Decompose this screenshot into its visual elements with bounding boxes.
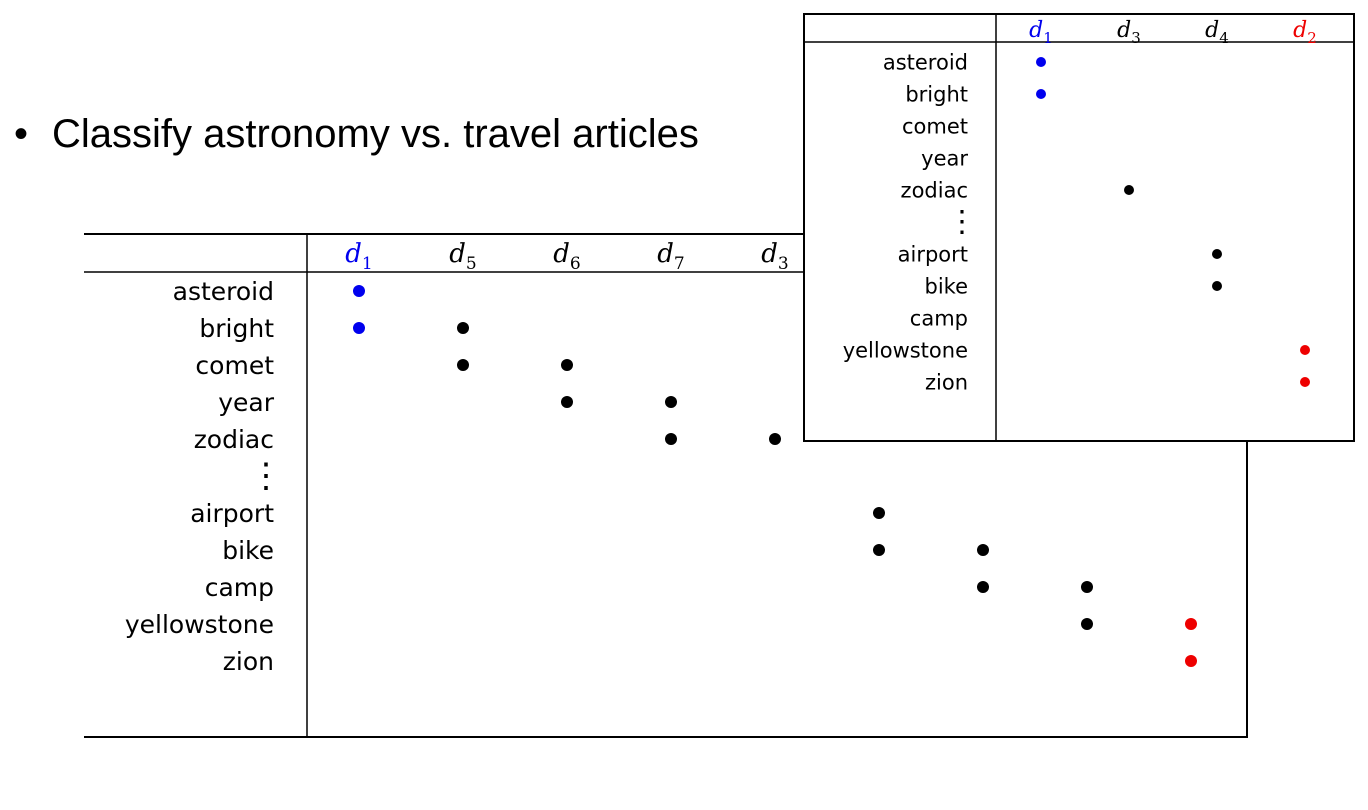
- large-matrix-dot: [977, 544, 989, 556]
- large-matrix-row-label: bike: [222, 536, 274, 565]
- document-term-matrix-small: d1 d3 d4 d2 asteroid bright comet year zodiac ⋮ ai…: [803, 12, 1355, 442]
- large-matrix-dot: [769, 433, 781, 445]
- small-matrix-row-label: airport: [898, 243, 968, 267]
- large-matrix-dot: [561, 359, 573, 371]
- small-matrix-row-label: bright: [905, 83, 968, 107]
- large-matrix-row-label: camp: [205, 573, 274, 602]
- large-matrix-column-header: d7: [657, 239, 684, 274]
- large-matrix-svg: d1 d5 d6 d7 d3 asteroid bright comet year zodiac⋮…: [84, 233, 1248, 738]
- bullet-text: Classify astronomy vs. travel articles: [52, 112, 699, 156]
- large-matrix-dot: [457, 359, 469, 371]
- small-matrix-row-label: asteroid: [883, 51, 968, 75]
- large-matrix-dot: [873, 507, 885, 519]
- small-matrix-row-label: comet: [902, 115, 968, 139]
- large-matrix-row-label: zion: [223, 647, 274, 676]
- large-matrix-row-label: zodiac: [194, 425, 274, 454]
- small-matrix-dot: [1036, 57, 1046, 67]
- small-matrix-row-label: year: [921, 147, 968, 171]
- large-matrix-row-label: year: [218, 388, 274, 417]
- large-matrix-row-label: airport: [190, 499, 274, 528]
- large-matrix-column-header: d3: [761, 239, 788, 274]
- large-matrix-dot: [665, 433, 677, 445]
- large-matrix-dot: [1081, 618, 1093, 630]
- small-matrix-row-label: zion: [925, 371, 968, 395]
- large-matrix-dot: [353, 322, 365, 334]
- small-matrix-svg: d1 d3 d4 d2 asteroid bright comet year zodiac⋮ ai…: [803, 13, 1355, 442]
- small-matrix-dot: [1036, 89, 1046, 99]
- small-matrix-column-header: d3: [1117, 18, 1141, 47]
- bullet-marker: •: [14, 112, 29, 156]
- large-matrix-row-label: comet: [195, 351, 274, 380]
- small-matrix-column-header: d2: [1293, 18, 1317, 47]
- small-matrix-row-label: bike: [925, 275, 969, 299]
- large-matrix-dot: [1185, 618, 1197, 630]
- large-matrix-dot: [561, 396, 573, 408]
- small-matrix-column-header: d4: [1205, 18, 1229, 47]
- bullet-point: • Classify astronomy vs. travel articles: [14, 110, 699, 158]
- small-matrix-dot: [1212, 281, 1222, 291]
- large-matrix-row-label: asteroid: [173, 277, 274, 306]
- small-matrix-row-label: yellowstone: [843, 339, 968, 363]
- large-matrix-dot: [353, 285, 365, 297]
- large-matrix-dot: [665, 396, 677, 408]
- large-matrix-column-header: d6: [553, 239, 580, 274]
- large-matrix-dot: [977, 581, 989, 593]
- small-matrix-column-header: d1: [1029, 18, 1053, 47]
- large-matrix-column-header: d5: [449, 239, 476, 274]
- small-matrix-row-label: camp: [910, 307, 968, 331]
- large-matrix-dot: [873, 544, 885, 556]
- large-matrix-row-label-ellipsis: ⋮: [249, 456, 283, 496]
- small-matrix-dot: [1212, 249, 1222, 259]
- large-matrix-row-label: yellowstone: [125, 610, 274, 639]
- small-matrix-dot: [1124, 185, 1134, 195]
- small-matrix-row-label: zodiac: [901, 179, 968, 203]
- large-matrix-dot: [457, 322, 469, 334]
- small-matrix-dot: [1300, 345, 1310, 355]
- large-matrix-row-label: bright: [199, 314, 274, 343]
- small-matrix-row-label-ellipsis: ⋮: [947, 205, 977, 240]
- large-matrix-dot: [1185, 655, 1197, 667]
- large-matrix-dot: [1081, 581, 1093, 593]
- large-matrix-column-header: d1: [345, 239, 372, 274]
- small-matrix-dot: [1300, 377, 1310, 387]
